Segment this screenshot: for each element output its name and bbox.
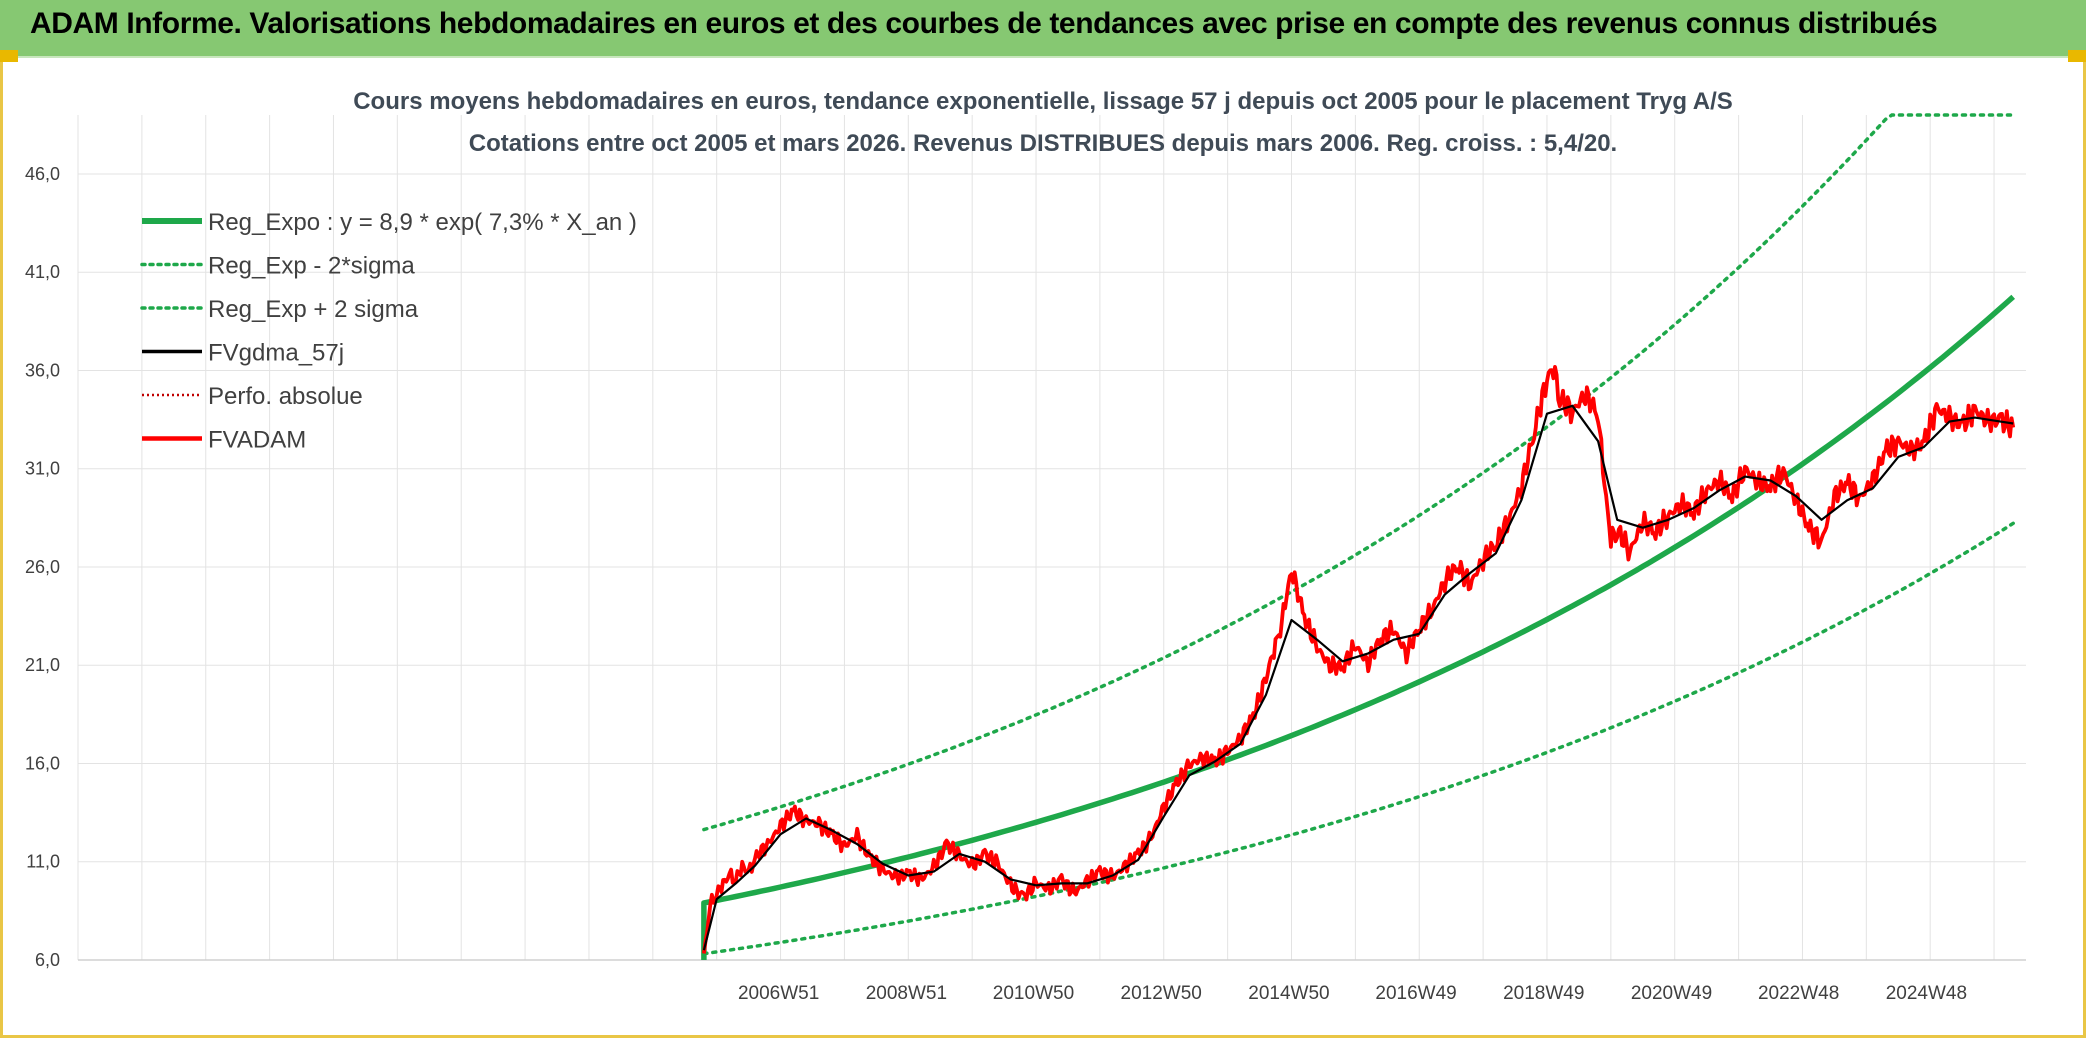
legend: Reg_Expo : y = 8,9 * exp( 7,3% * X_an ) R… [140,209,637,454]
x-tick-label: 2006W51 [738,983,819,1004]
x-tick-label: 2010W50 [993,983,1074,1004]
fvadam-line [702,364,2016,954]
legend-label-reg_expo: Reg_Expo : y = 8,9 * exp( 7,3% * X_an ) [208,209,637,236]
grid [77,115,2026,961]
header-bar: ADAM Informe. Valorisations hebdomadaire… [0,0,2086,58]
chart-title-line2: Cotations entre oct 2005 et mars 2026. R… [469,130,1617,157]
y-tick-label: 36,0 [25,360,60,380]
fvgdma-57j-line [702,404,2014,951]
y-axis: 6,0 11,0 16,0 21,0 26,0 31,0 36,0 41,0 46,0 [25,164,60,970]
x-tick-label: 2018W49 [1503,983,1584,1004]
chart-title-line1: Cours moyens hebdomadaires en euros, ten… [353,88,1733,115]
reg-exp-plus-2sigma-line [702,113,2015,832]
legend-label-fvgdma: FVgdma_57j [208,340,344,367]
reg-exp-minus-2sigma-line [702,521,2015,956]
y-tick-label: 46,0 [25,164,60,184]
x-axis: 2006W51 2008W51 2010W50 2012W50 2014W50 2016W… [78,959,2026,1004]
x-tick-label: 2016W49 [1375,983,1456,1004]
legend-label-perfo: Perfo. absolue [208,383,363,410]
x-tick-label: 2012W50 [1121,983,1202,1004]
x-tick-label: 2014W50 [1248,983,1329,1004]
x-tick-label: 2024W48 [1886,983,1967,1004]
y-tick-label: 16,0 [25,753,60,773]
legend-label-fvadam: FVADAM [208,427,306,454]
series-layer [701,113,2016,960]
y-tick-label: 26,0 [25,557,60,577]
corner-marker-right [2068,50,2086,62]
corner-marker-left [0,50,18,62]
x-tick-label: 2022W48 [1758,983,1839,1004]
reg-expo-line [701,294,2016,960]
y-tick-label: 31,0 [25,459,60,479]
y-tick-label: 41,0 [25,262,60,282]
legend-label-reg_plus: Reg_Exp + 2 sigma [208,296,419,323]
x-tick-label: 2020W49 [1631,983,1712,1004]
y-tick-label: 11,0 [26,852,60,872]
legend-label-reg_minus: Reg_Exp - 2*sigma [208,253,415,280]
y-tick-label: 6,0 [35,950,60,970]
y-tick-label: 21,0 [25,655,60,675]
header-title: ADAM Informe. Valorisations hebdomadaire… [30,7,1938,40]
x-tick-label: 2008W51 [866,983,947,1004]
